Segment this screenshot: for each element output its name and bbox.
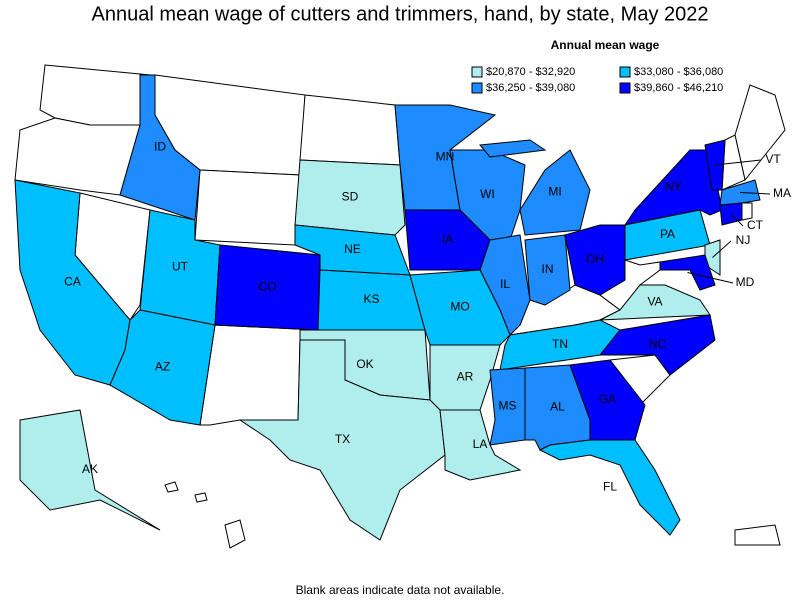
state-label: OK: [356, 357, 373, 371]
state-label: SD: [342, 190, 359, 204]
state-label: MD: [736, 275, 755, 289]
state: [299, 94, 401, 166]
state: [598, 314, 716, 376]
state: [194, 169, 301, 246]
state-label: CA: [64, 275, 81, 289]
state-label: TX: [335, 432, 350, 446]
state-label: AL: [550, 400, 565, 414]
legend-label: $39,860 - $46,210: [634, 82, 723, 94]
state-label: AZ: [155, 360, 170, 374]
note: Blank areas indicate data not available.: [296, 583, 505, 597]
state: [224, 519, 246, 549]
leader-line: [730, 213, 744, 227]
state-label: MI: [548, 185, 561, 199]
state-label: UT: [172, 260, 189, 274]
state: [479, 139, 547, 158]
state: [409, 269, 511, 346]
state-label: NJ: [736, 233, 751, 247]
state: [294, 159, 406, 236]
state-label: NY: [665, 180, 682, 194]
state: [489, 367, 526, 446]
state: [238, 339, 446, 541]
state: [659, 254, 716, 291]
legend: $20,870 - $32,920 $33,080 - $36,080 $36,25…: [471, 66, 723, 94]
legend-label: $33,080 - $36,080: [634, 66, 723, 78]
state-label: MA: [773, 186, 791, 200]
state-labels: ID MN WI MI SD NY VT MA CT IA NE PA NJ CA UT CO IL IN OH MD…: [64, 140, 791, 494]
state-label: KS: [363, 292, 379, 306]
state-label: NE: [344, 242, 361, 256]
state-label: MS: [499, 399, 517, 413]
state: [164, 481, 179, 493]
leader-line: [687, 272, 734, 284]
state-label: CO: [259, 280, 277, 294]
legend-label: $36,250 - $39,080: [486, 82, 575, 94]
legend-swatch: [619, 66, 631, 78]
state-label: MO: [450, 300, 469, 314]
state-label: MN: [436, 150, 455, 164]
state-label: ID: [154, 140, 166, 154]
state: [19, 409, 161, 531]
state-label: OH: [586, 252, 604, 266]
leader-line: [739, 192, 771, 195]
state-label: FL: [603, 480, 617, 494]
title: Annual mean wage of cutters and trimmers…: [92, 3, 709, 25]
state-label: AR: [457, 370, 474, 384]
state-label: TN: [552, 337, 568, 351]
state: [538, 439, 681, 536]
state-label: NC: [649, 337, 667, 351]
legend-swatch: [471, 66, 483, 78]
legend-title: Annual mean wage: [551, 38, 660, 52]
legend-label: $20,870 - $32,920: [486, 66, 575, 78]
state: [734, 524, 781, 546]
legend-swatch: [619, 82, 631, 94]
state-label: IN: [542, 262, 554, 276]
state: [519, 149, 591, 236]
state-label: IA: [442, 232, 453, 246]
legend-swatch: [471, 82, 483, 94]
state-label: AK: [82, 462, 98, 476]
state: [119, 74, 201, 221]
state-label: VA: [647, 295, 662, 309]
state-label: GA: [599, 392, 616, 406]
state-label: LA: [473, 437, 488, 451]
state-label: CT: [747, 218, 764, 232]
state-label: IL: [500, 277, 510, 291]
leader-line: [712, 240, 732, 258]
state-label: VT: [765, 152, 781, 166]
states: [14, 64, 786, 549]
state-label: PA: [660, 227, 675, 241]
state: [194, 492, 208, 503]
state: [564, 224, 626, 296]
state: [524, 234, 571, 306]
state: [439, 409, 522, 481]
state: [109, 309, 216, 426]
leader-line: [714, 159, 762, 166]
state: [499, 319, 621, 371]
state-label: WI: [480, 187, 495, 201]
state: [39, 64, 151, 126]
